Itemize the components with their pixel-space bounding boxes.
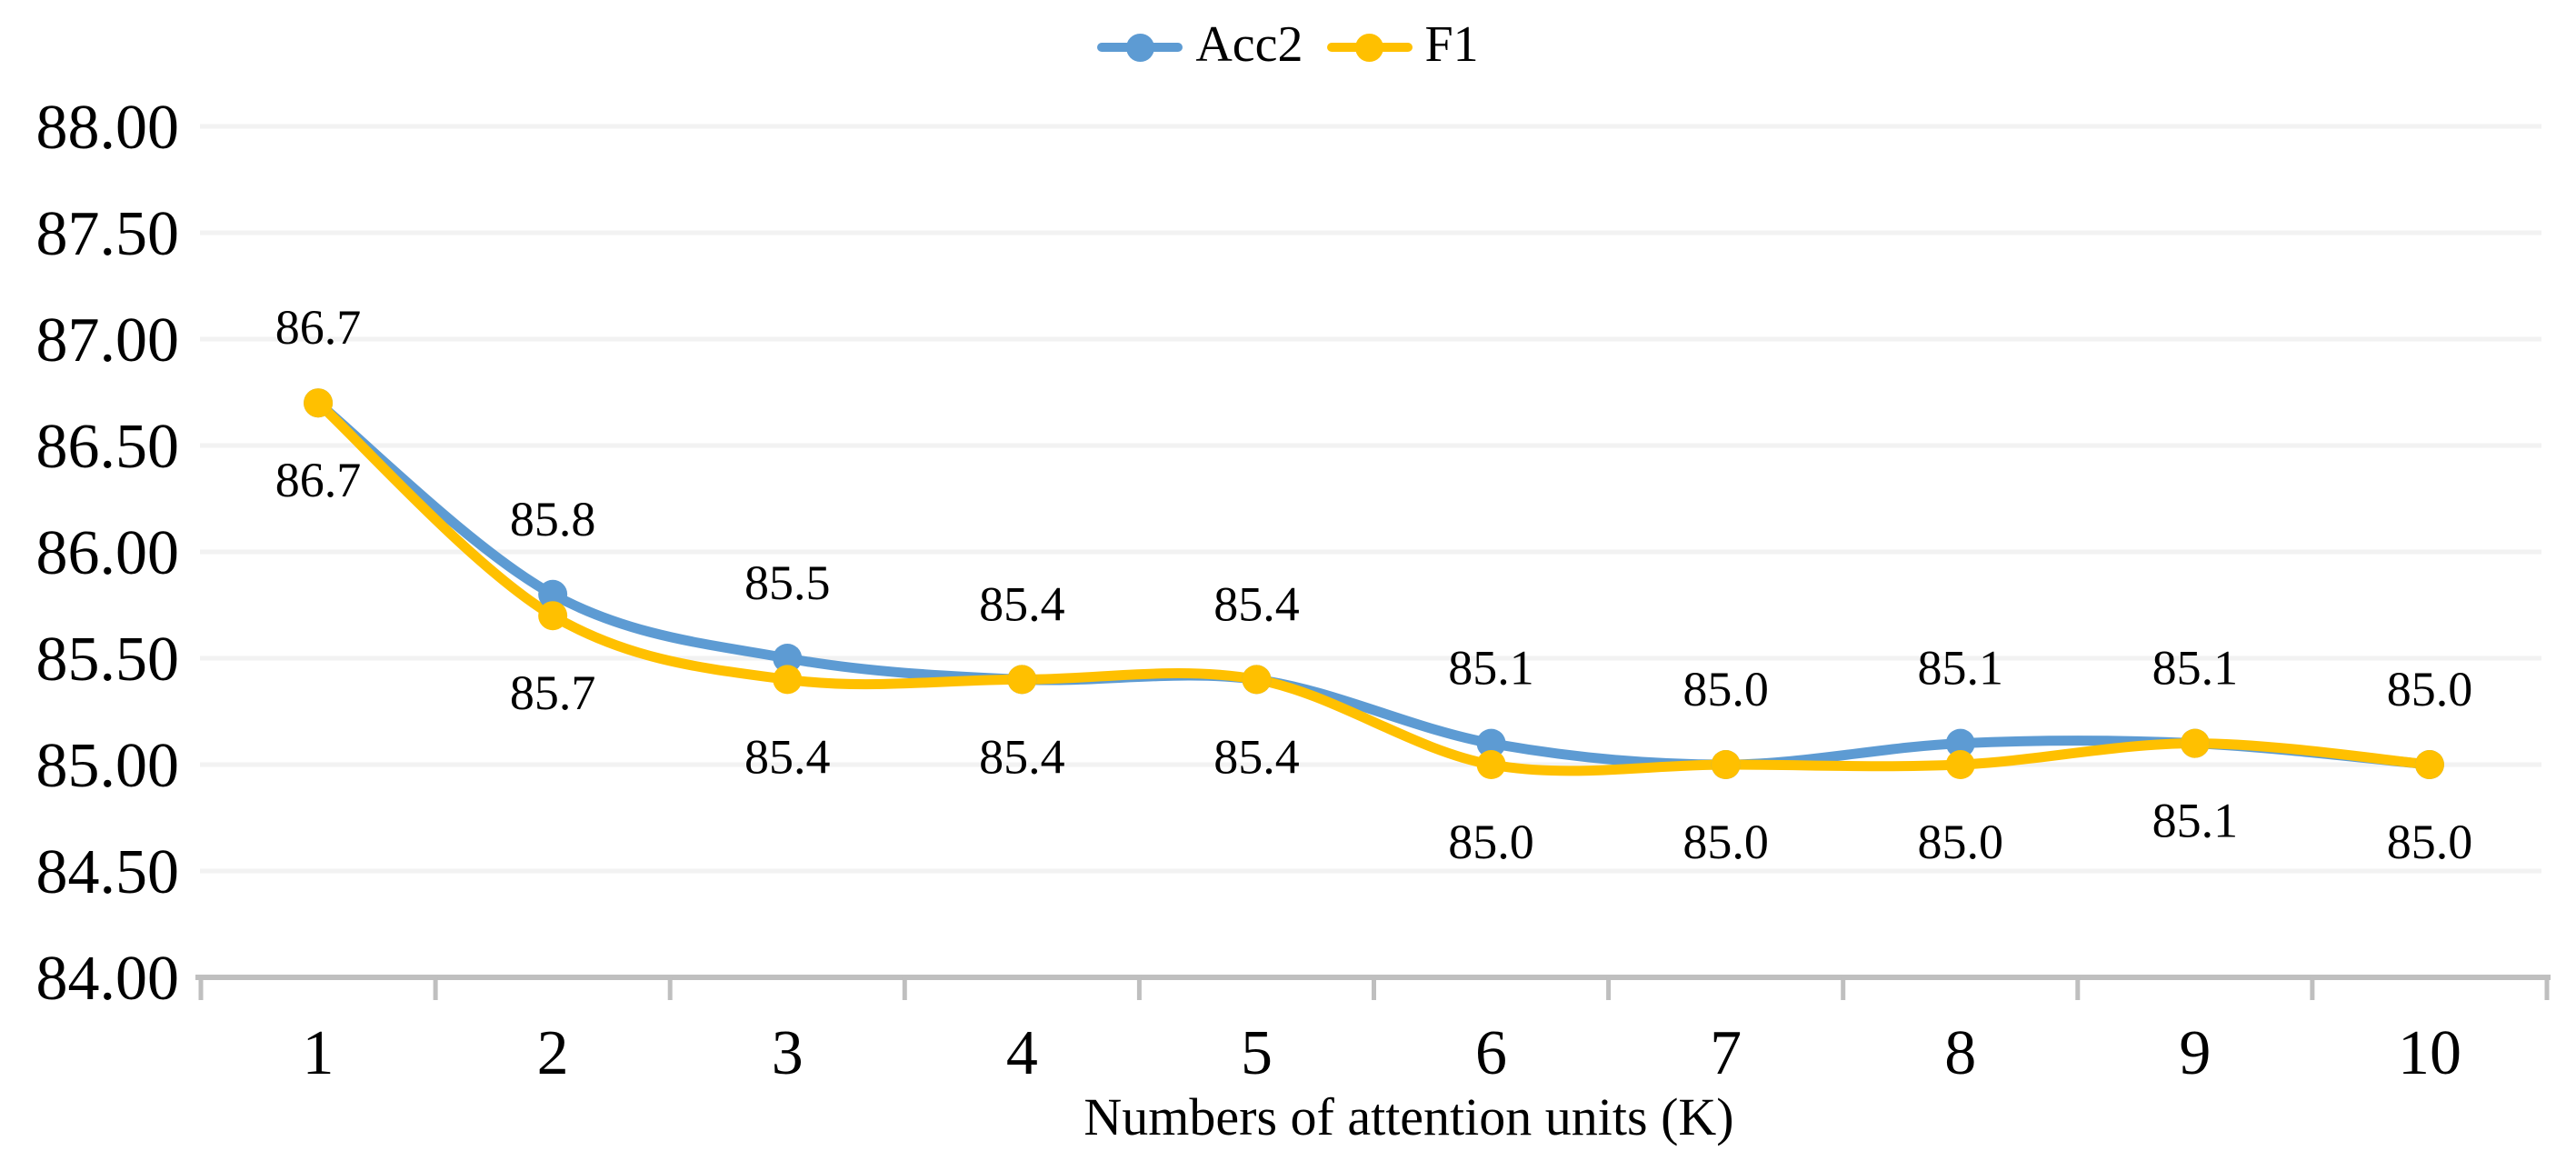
y-axis-tick-label: 84.50 <box>36 837 180 907</box>
x-axis-tick-label: 7 <box>1710 1018 1742 1088</box>
chart-legend: Acc2 F1 <box>0 13 2576 82</box>
data-label-acc2: 85.1 <box>1448 641 1534 696</box>
data-label-acc2: 86.7 <box>275 300 362 355</box>
data-label-acc2: 85.5 <box>744 555 831 610</box>
data-label-f1: 85.0 <box>1448 815 1534 869</box>
x-axis-tick-label: 5 <box>1241 1018 1273 1088</box>
data-label-f1: 85.4 <box>744 729 831 784</box>
legend-label: Acc2 <box>1195 16 1303 73</box>
data-label-f1: 85.4 <box>1213 729 1300 784</box>
x-axis-tick-label: 4 <box>1006 1018 1038 1088</box>
data-point-marker-f1 <box>304 388 334 418</box>
data-point-marker-f1 <box>773 665 803 695</box>
data-point-marker-f1 <box>1945 750 1975 779</box>
line-marker-icon <box>1097 33 1183 62</box>
data-point-marker-f1 <box>1242 665 1272 695</box>
data-label-acc2: 85.4 <box>979 576 1065 631</box>
data-point-marker-acc2 <box>1945 728 1975 758</box>
line-marker-icon <box>1326 33 1413 62</box>
data-label-f1: 85.7 <box>510 666 596 720</box>
x-axis-title: Numbers of attention units (K) <box>1083 1087 1733 1146</box>
data-point-marker-acc2 <box>538 579 568 609</box>
legend-item-f1: F1 <box>1326 16 1479 75</box>
data-label-acc2: 85.4 <box>1213 576 1300 631</box>
data-point-marker-f1 <box>1476 750 1506 779</box>
x-axis-tick-label: 10 <box>2398 1018 2461 1088</box>
x-axis-tick-label: 2 <box>537 1018 569 1088</box>
data-point-marker-f1 <box>1007 665 1037 695</box>
legend-label: F1 <box>1424 16 1479 73</box>
y-axis-tick-label: 84.00 <box>36 944 180 1014</box>
y-axis-tick-label: 85.50 <box>36 625 180 695</box>
data-label-f1: 85.0 <box>1918 815 2004 869</box>
data-label-acc2: 85.0 <box>1682 662 1769 716</box>
data-label-f1: 85.4 <box>979 729 1065 784</box>
y-axis-tick-label: 87.00 <box>36 305 180 375</box>
y-axis-tick-label: 86.00 <box>36 518 180 588</box>
data-label-f1: 85.1 <box>2152 794 2239 848</box>
data-label-acc2: 85.8 <box>510 492 596 546</box>
data-point-marker-f1 <box>2414 750 2444 779</box>
x-axis-tick-label: 1 <box>303 1018 334 1088</box>
data-label-acc2: 85.1 <box>2152 641 2239 696</box>
data-point-marker-acc2 <box>1476 728 1506 758</box>
y-axis-tick-label: 86.50 <box>36 412 180 482</box>
y-axis-tick-label: 87.50 <box>36 199 180 269</box>
x-axis-tick-label: 8 <box>1944 1018 1976 1088</box>
y-axis-tick-label: 85.00 <box>36 731 180 801</box>
data-point-marker-f1 <box>2180 728 2210 758</box>
data-point-marker-f1 <box>538 601 568 631</box>
x-axis-tick-label: 6 <box>1475 1018 1507 1088</box>
data-point-marker-acc2 <box>773 644 803 673</box>
data-label-f1: 85.0 <box>1682 815 1769 869</box>
data-label-acc2: 85.0 <box>2387 662 2473 716</box>
data-point-marker-f1 <box>1711 750 1741 779</box>
data-label-f1: 85.0 <box>2387 815 2473 869</box>
data-label-acc2: 85.1 <box>1918 641 2004 696</box>
y-axis-tick-label: 88.00 <box>36 93 180 163</box>
data-label-f1: 86.7 <box>275 453 362 507</box>
x-axis-tick-label: 9 <box>2179 1018 2211 1088</box>
legend-item-acc2: Acc2 <box>1097 19 1303 75</box>
series-line-f1 <box>313 397 2435 776</box>
x-axis-tick-label: 3 <box>772 1018 804 1088</box>
series-line-acc2 <box>313 397 2435 770</box>
